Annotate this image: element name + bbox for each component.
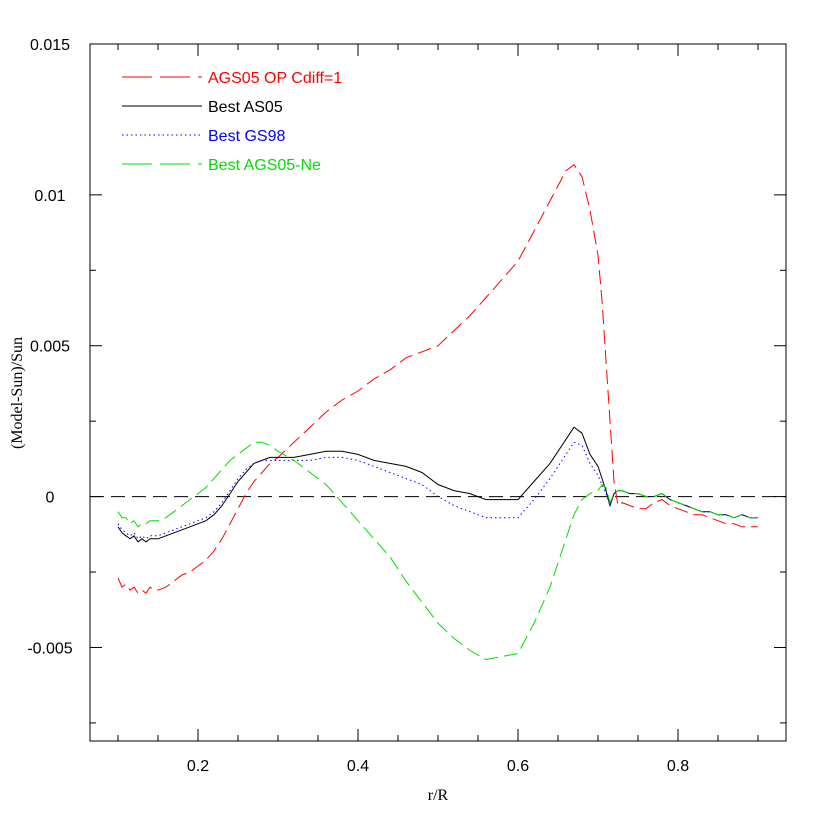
legend: AGS05 OP Cdiff=1 Best AS05 Best GS98 Best A… [122, 70, 342, 174]
legend-label-1: Best AS05 [208, 99, 283, 116]
plot-frame [89, 43, 787, 742]
y-tick-label: 0.01 [34, 188, 65, 205]
x-axis-label: r/R [428, 787, 449, 804]
legend-label-0: AGS05 OP Cdiff=1 [208, 70, 342, 87]
y-tick-label: 0.015 [30, 37, 70, 54]
series-line-1 [117, 426, 758, 543]
x-tick-label: 0.2 [187, 758, 209, 775]
x-tick-label: 0.6 [507, 758, 529, 775]
legend-label-2: Best GS98 [208, 128, 285, 145]
y-axis-label: (Model-Sun)/Sun [9, 337, 26, 449]
y-tick-label: 0.005 [30, 339, 70, 356]
x-tick-label: 0.8 [667, 758, 689, 775]
y-tick-label: -0.005 [27, 640, 72, 657]
series-line-2 [117, 441, 758, 540]
legend-label-3: Best AGS05-Ne [208, 157, 321, 174]
ticks-layer: 0.2 0.4 0.6 0.8 -0.005 0 0.005 0.01 0.015 [27, 37, 786, 775]
y-tick-label: 0 [46, 490, 55, 507]
series-line-3 [117, 441, 758, 661]
series-layer [117, 163, 758, 661]
series-line-0 [117, 163, 758, 594]
x-tick-label: 0.4 [347, 758, 369, 775]
